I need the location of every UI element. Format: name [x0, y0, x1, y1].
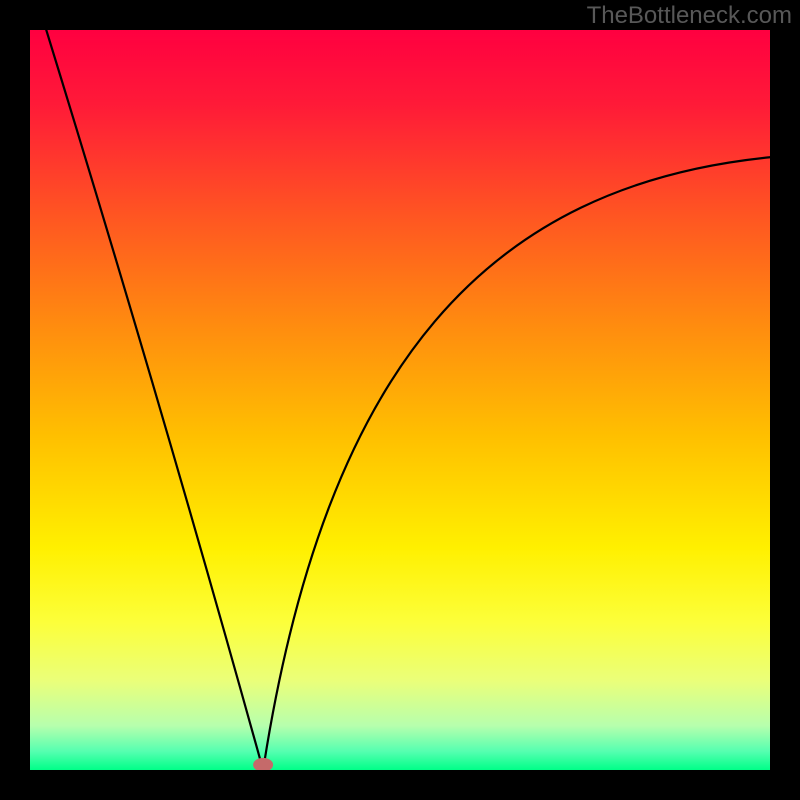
chart-svg — [0, 0, 800, 800]
minimum-marker — [253, 758, 273, 772]
watermark-text: TheBottleneck.com — [587, 2, 792, 30]
chart-container: TheBottleneck.com — [0, 0, 800, 800]
plot-background — [30, 30, 770, 770]
